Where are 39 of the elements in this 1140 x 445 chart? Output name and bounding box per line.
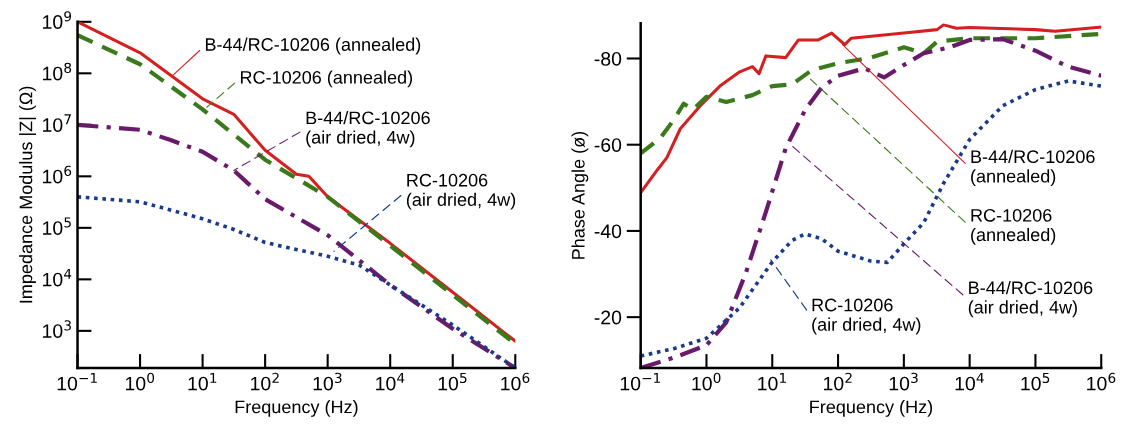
y-tick-label: -20 xyxy=(594,310,622,325)
x-axis-title: Frequency (Hz) xyxy=(235,400,358,417)
x-tick-label: 10$^{0}$ xyxy=(125,372,155,391)
annotation: RC-10206 (air dried, 4w) xyxy=(812,298,921,335)
x-tick-label: 10$^{2}$ xyxy=(251,372,279,391)
annotation: B-44/RC-10206 (air dried, 4w) xyxy=(968,280,1093,318)
y-tick-label: 10$^{3}$ xyxy=(43,320,71,338)
annotation: B-44/RC-10206 (air dried, 4w) xyxy=(306,110,430,148)
annotation: RC-10206 (annealed) xyxy=(240,70,413,88)
y-tick-label: 10$^{9}$ xyxy=(43,11,72,29)
y-axis-title: Phase Angle (ø) xyxy=(571,131,589,259)
annotation: RC-10206 (annealed) xyxy=(971,208,1056,245)
y-tick-label: 10$^{6}$ xyxy=(43,165,72,184)
y-tick-label: 10$^{8}$ xyxy=(43,62,72,81)
y-axis-title: Impedance Modulus |Z| (Ω) xyxy=(19,86,36,303)
x-tick-label: 10$^{3}$ xyxy=(889,372,918,391)
y-tick-label: -40 xyxy=(594,224,622,239)
y-tick-label: 10$^{7}$ xyxy=(43,114,71,132)
x-tick-label: 10$^{−1}$ xyxy=(620,372,661,391)
x-tick-label: 10$^{2}$ xyxy=(823,372,852,391)
annotation: B-44/RC-10206 (annealed) xyxy=(971,149,1095,187)
x-tick-label: 10$^{3}$ xyxy=(313,372,342,391)
x-tick-label: 10$^{4}$ xyxy=(376,372,405,391)
x-tick-label: 10$^{5}$ xyxy=(438,372,467,391)
y-tick-label: -60 xyxy=(594,138,622,152)
x-tick-label: 10$^{6}$ xyxy=(1087,372,1116,391)
x-tick-label: 10$^{1}$ xyxy=(758,372,786,391)
y-tick-label: -80 xyxy=(594,51,622,66)
x-tick-label: 10$^{4}$ xyxy=(955,372,984,391)
x-tick-label: 10$^{1}$ xyxy=(188,372,217,391)
y-tick-label: 10$^{4}$ xyxy=(43,268,72,287)
x-tick-label: 10$^{−1}$ xyxy=(57,372,97,391)
x-tick-label: 10$^{0}$ xyxy=(692,372,721,391)
x-tick-label: 10$^{5}$ xyxy=(1021,372,1050,391)
y-tick-label: 10$^{5}$ xyxy=(43,217,71,235)
annotation: B-44/RC-10206 (annealed) xyxy=(205,37,421,55)
annotation: RC-10206 (air dried, 4w) xyxy=(406,173,516,210)
x-axis-title: Frequency (Hz) xyxy=(810,400,933,417)
x-tick-label: 10$^{6}$ xyxy=(501,372,530,391)
